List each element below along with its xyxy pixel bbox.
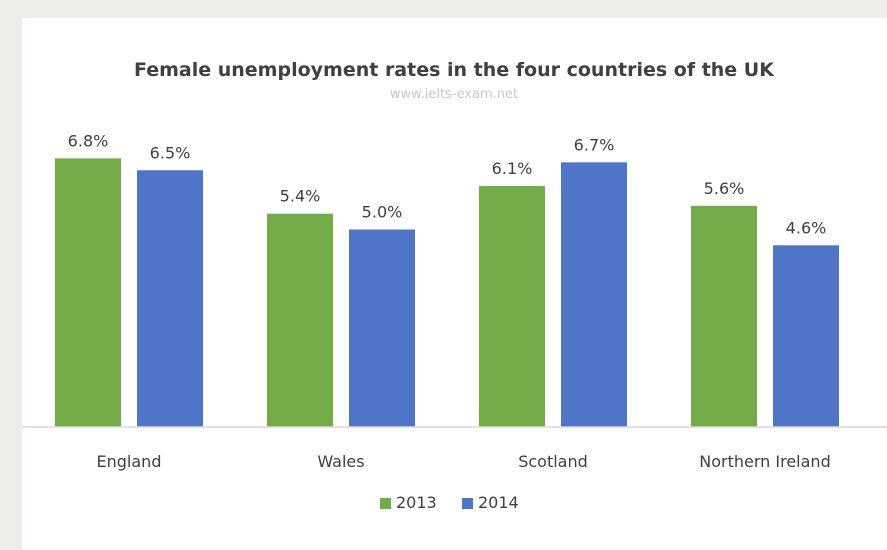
data-label-2013-england: 6.8% (68, 131, 109, 150)
data-label-2014-wales: 5.0% (362, 203, 403, 222)
bar-2013-scotland (479, 186, 545, 427)
category-label-wales: Wales (317, 452, 364, 471)
legend: 2013 2014 (380, 493, 519, 512)
watermark: www.ielts-exam.net (390, 87, 518, 102)
category-labels-group: England Wales Scotland Northern Ireland (97, 452, 831, 471)
data-label-2013-northern-ireland: 5.6% (704, 179, 745, 198)
data-label-2014-england: 6.5% (150, 143, 191, 162)
data-label-2013-wales: 5.4% (280, 187, 321, 206)
bars-group (55, 158, 839, 427)
legend-swatch-2014 (462, 498, 473, 509)
bar-2013-wales (267, 213, 333, 427)
bar-2013-england (55, 158, 121, 427)
bar-2014-northern-ireland (773, 245, 839, 427)
chart-frame: Female unemployment rates in the four co… (22, 18, 887, 550)
bar-chart: Female unemployment rates in the four co… (22, 59, 887, 512)
category-label-england: England (97, 452, 162, 471)
chart-title: Female unemployment rates in the four co… (134, 59, 775, 81)
category-label-scotland: Scotland (518, 452, 588, 471)
legend-label-2014: 2014 (478, 493, 519, 512)
bar-2013-northern-ireland (691, 205, 757, 427)
bar-2014-england (137, 170, 203, 427)
bar-2014-scotland (561, 162, 627, 427)
data-label-2013-scotland: 6.1% (492, 159, 533, 178)
data-labels-group: 6.8% 6.5% 5.4% 5.0% 6.1% 6.7% 5.6% 4.6% (68, 131, 827, 237)
legend-label-2013: 2013 (396, 493, 437, 512)
data-label-2014-scotland: 6.7% (574, 135, 615, 154)
bar-2014-wales (349, 229, 415, 427)
category-label-northern-ireland: Northern Ireland (699, 452, 830, 471)
legend-swatch-2013 (380, 498, 391, 509)
data-label-2014-northern-ireland: 4.6% (786, 218, 827, 237)
